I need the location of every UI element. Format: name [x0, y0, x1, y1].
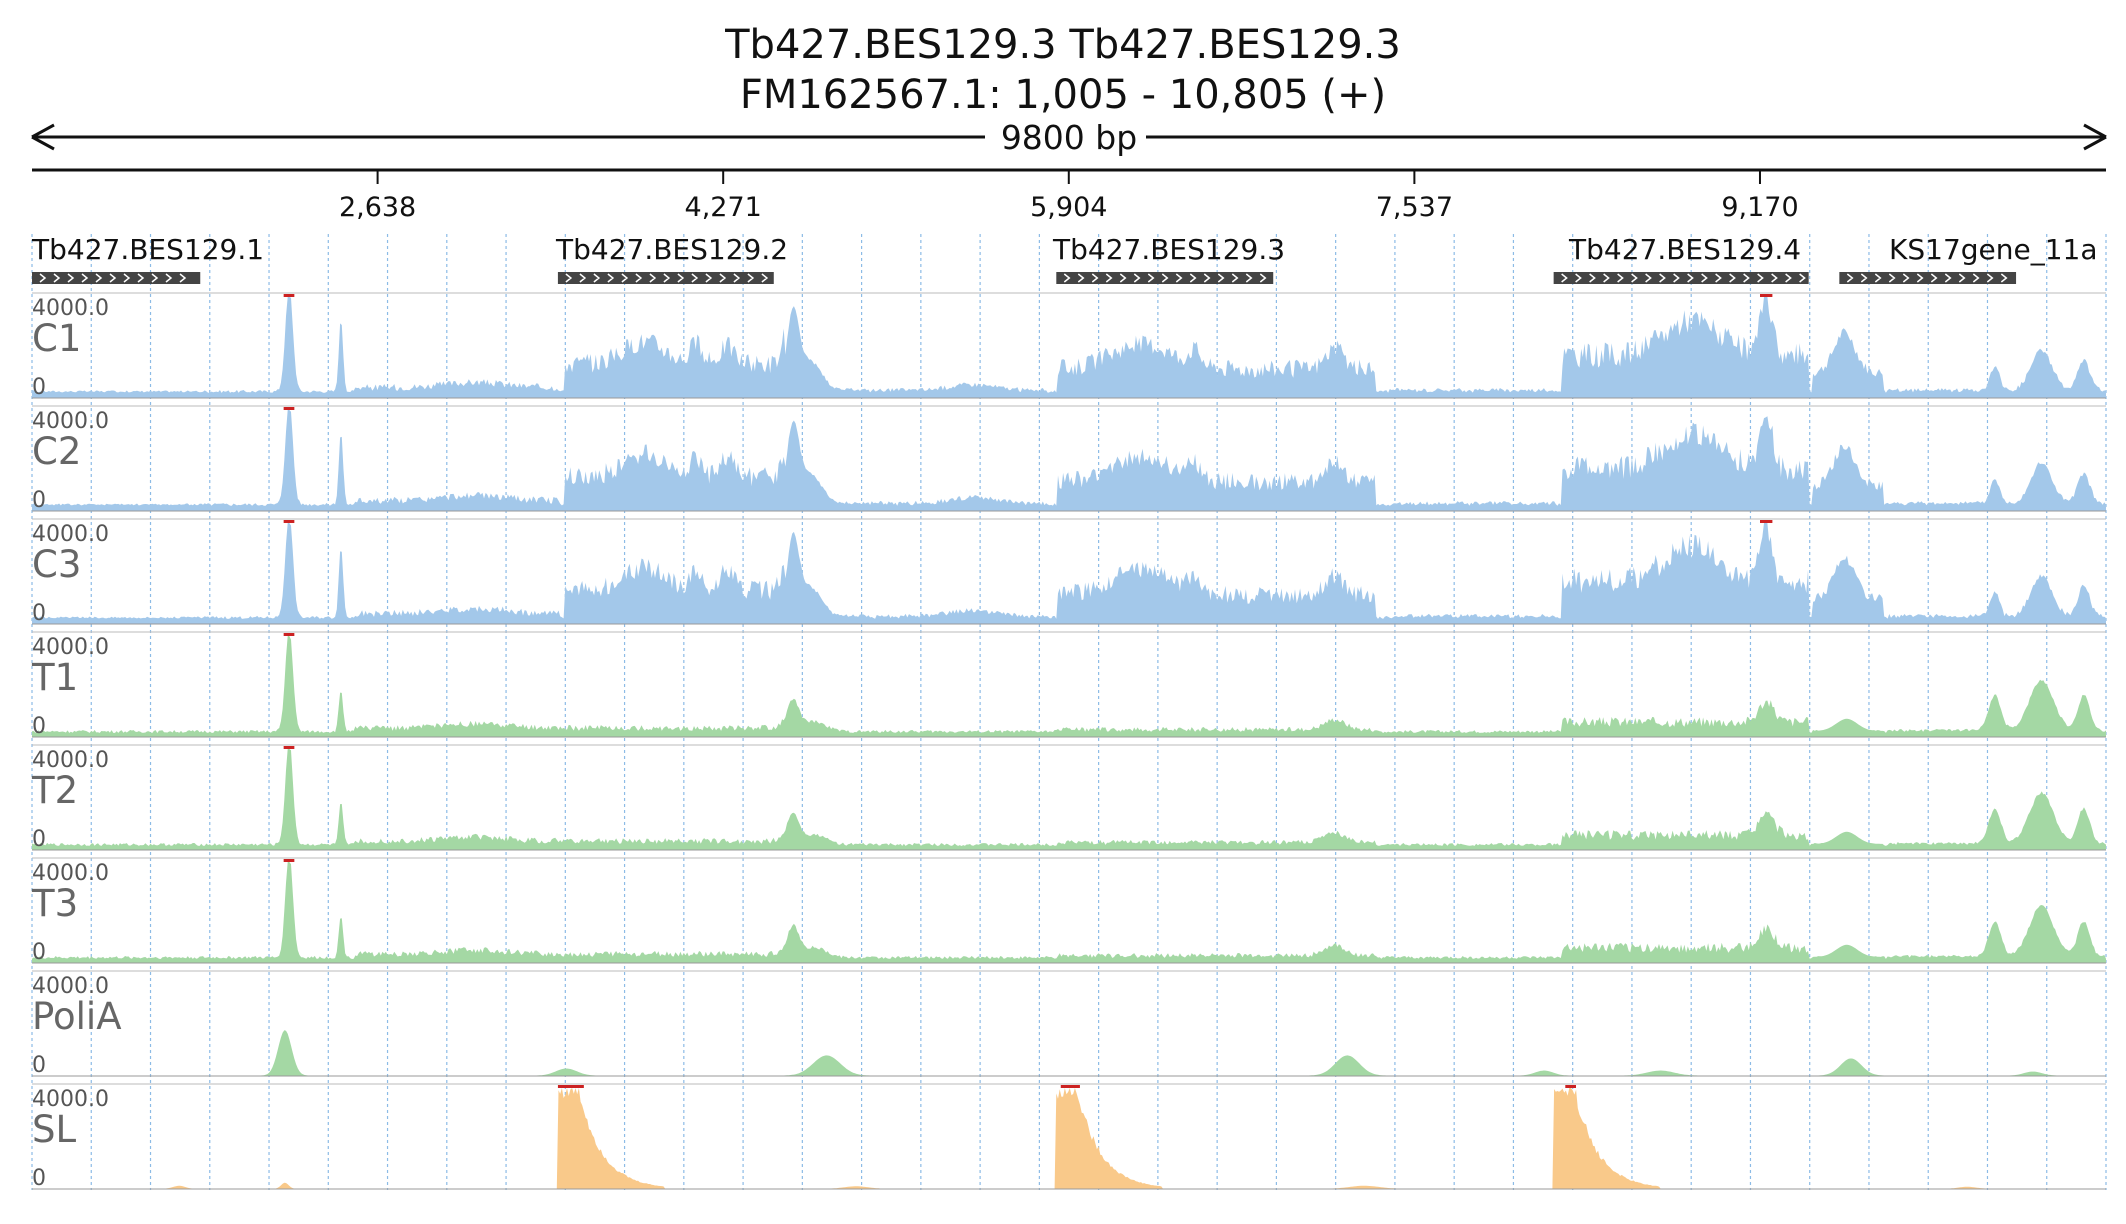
strand-arrows-icon — [1561, 273, 1806, 283]
track-max-label: 4000.0 — [32, 296, 109, 321]
gene-track: Tb427.BES129.1 Tb427.BES129.2 Tb427.BES129… — [31, 233, 2098, 284]
track-t3: 4000.0T3 0 — [31, 857, 2106, 965]
clip-marker — [1761, 294, 1771, 297]
coverage-area — [32, 410, 2106, 511]
track-min-label: 0 — [32, 1053, 46, 1078]
track-max-label: 4000.0 — [32, 409, 109, 434]
clip-marker — [1760, 520, 1770, 523]
strand-arrows-icon — [1846, 273, 2008, 283]
clip-marker — [574, 1085, 584, 1088]
track-max-label: 4000.0 — [32, 635, 109, 660]
track-max-label: 4000.0 — [32, 974, 109, 999]
gene-label: KS17gene_11a — [1889, 233, 2098, 266]
clip-marker — [285, 746, 295, 749]
ruler: 9800 bp 2,638 4,271 5,904 7,537 9,170 — [31, 118, 2107, 223]
clip-marker — [285, 407, 295, 410]
ruler-tick-label: 5,904 — [1030, 192, 1107, 223]
coverage-tracks: 4000.0C104000.0C204000.0C304000.0T104000… — [31, 292, 2106, 1191]
gene-label: Tb427.BES129.4 — [1568, 233, 1801, 266]
clip-marker — [1566, 1085, 1576, 1088]
gene-feature — [557, 272, 774, 284]
clip-marker — [283, 407, 293, 410]
gene-label: Tb427.BES129.3 — [1052, 233, 1285, 266]
track-max-label: 4000.0 — [32, 1087, 109, 1112]
clip-marker — [1565, 1085, 1575, 1088]
clip-marker — [571, 1085, 581, 1088]
track-max-label: 4000.0 — [32, 861, 109, 886]
locus-coordinates: FM162567.1: 1,005 - 10,805 (+) — [739, 72, 1387, 118]
track-name: T3 — [31, 882, 78, 925]
coverage-area — [32, 297, 2106, 398]
track-name: SL — [32, 1108, 76, 1151]
clip-marker — [1070, 1085, 1080, 1088]
clip-marker — [1761, 520, 1771, 523]
track-sl: 4000.0SL 0 — [32, 1083, 2106, 1191]
grid-lines — [31, 234, 2107, 1190]
track-min-label: 0 — [32, 375, 46, 400]
track-min-label: 0 — [32, 488, 46, 513]
track-min-label: 0 — [32, 714, 46, 739]
track-c2: 4000.0C2 0 — [32, 405, 2106, 513]
clip-marker — [285, 520, 295, 523]
gene-label: Tb427.BES129.1 — [31, 233, 264, 266]
gene-feature — [1839, 272, 2017, 284]
strand-arrows-icon — [565, 273, 769, 283]
clip-marker — [283, 859, 293, 862]
clip-marker — [1763, 520, 1773, 523]
clip-marker — [285, 633, 295, 636]
track-min-label: 0 — [32, 827, 46, 852]
track-max-label: 4000.0 — [32, 522, 109, 547]
strand-arrows-icon — [1063, 273, 1267, 283]
track-name: C3 — [32, 543, 81, 586]
gene-feature — [32, 272, 201, 284]
clip-marker — [283, 520, 293, 523]
clip-marker — [283, 746, 293, 749]
clip-marker — [1760, 294, 1770, 297]
gene-feature — [1056, 272, 1274, 284]
track-max-label: 4000.0 — [32, 748, 109, 773]
clip-marker — [1065, 1085, 1075, 1088]
coverage-area — [32, 862, 2106, 963]
clip-marker — [1060, 1085, 1070, 1088]
track-min-label: 0 — [32, 1166, 46, 1191]
track-c3: 4000.0C3 0 — [32, 518, 2106, 626]
strand-arrows-icon — [39, 273, 187, 283]
gene-label: Tb427.BES129.2 — [555, 233, 788, 266]
track-name: C2 — [32, 430, 81, 473]
track-name: T2 — [31, 769, 78, 812]
track-t2: 4000.0T2 0 — [31, 744, 2106, 852]
gene-feature — [1553, 272, 1809, 284]
coverage-area — [32, 1088, 2106, 1189]
track-c1: 4000.0C1 0 — [32, 292, 2106, 400]
span-label: 9800 bp — [1001, 118, 1137, 157]
track-t1: 4000.0T1 0 — [31, 631, 2106, 739]
coverage-area — [32, 636, 2106, 737]
clip-marker — [283, 294, 293, 297]
track-name: C1 — [32, 317, 81, 360]
ruler-tick-label: 4,271 — [685, 192, 762, 223]
ruler-tick-label: 2,638 — [339, 192, 416, 223]
track-min-label: 0 — [32, 601, 46, 626]
clip-marker — [283, 633, 293, 636]
ruler-tick-label: 9,170 — [1721, 192, 1798, 223]
ruler-tick-label: 7,537 — [1376, 192, 1453, 223]
clip-marker — [568, 1085, 578, 1088]
track-name: PoliA — [32, 995, 122, 1038]
arrow-left-icon — [31, 123, 55, 151]
coverage-area — [32, 749, 2106, 850]
coverage-area — [32, 1030, 2106, 1076]
clip-marker — [563, 1085, 573, 1088]
locus-title: Tb427.BES129.3 Tb427.BES129.3 — [725, 22, 1401, 68]
clip-marker — [1763, 294, 1773, 297]
track-min-label: 0 — [32, 940, 46, 965]
clip-marker — [285, 859, 295, 862]
track-name: T1 — [31, 656, 78, 699]
clip-marker — [285, 294, 295, 297]
arrow-right-icon — [2083, 123, 2107, 151]
coverage-area — [32, 523, 2106, 624]
clip-marker — [557, 1085, 567, 1088]
